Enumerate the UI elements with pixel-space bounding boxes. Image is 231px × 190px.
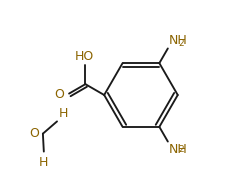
Text: O: O: [29, 127, 39, 140]
Text: NH: NH: [169, 143, 188, 156]
Text: O: O: [55, 88, 64, 101]
Text: HO: HO: [74, 50, 94, 63]
Text: 2: 2: [179, 40, 184, 48]
Text: H: H: [59, 108, 68, 120]
Text: NH: NH: [169, 34, 188, 47]
Text: 2: 2: [179, 145, 184, 154]
Text: H: H: [39, 156, 49, 169]
